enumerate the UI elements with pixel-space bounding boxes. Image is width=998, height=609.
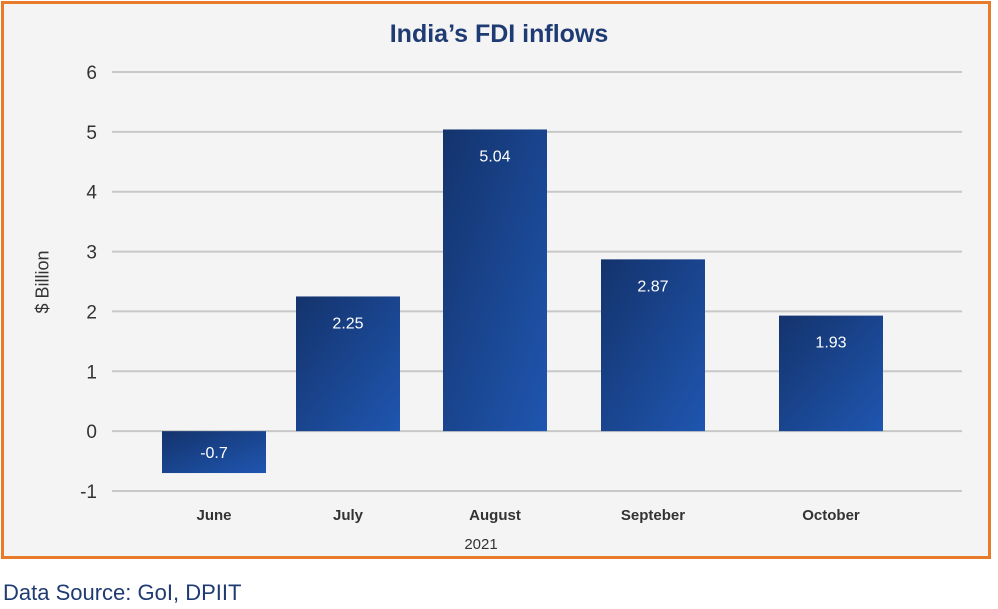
- x-tick-label: October: [802, 507, 860, 524]
- bar-july: [296, 296, 400, 432]
- x-tick-label: July: [333, 507, 364, 524]
- x-axis-ticks: June July August Septeber October: [196, 507, 859, 524]
- x-tick-label: Septeber: [621, 507, 685, 524]
- data-source: Data Source: GoI, DPIIT: [3, 580, 242, 605]
- data-label: 2.25: [332, 315, 363, 332]
- data-label: 1.93: [815, 335, 846, 352]
- x-axis-title: 2021: [464, 536, 497, 553]
- data-labels: -0.7 2.25 5.04 2.87 1.93: [200, 148, 846, 462]
- y-tick-label: 6: [86, 63, 97, 84]
- bar-septeber: [601, 259, 705, 432]
- bar-august: [443, 129, 547, 432]
- data-label: 5.04: [479, 148, 510, 165]
- x-tick-label: August: [469, 507, 521, 524]
- data-label: 2.87: [637, 278, 668, 295]
- bar-june: [162, 431, 266, 474]
- data-label: -0.7: [200, 445, 228, 462]
- y-axis-label: $ Billion: [32, 250, 53, 314]
- y-axis-ticks: -1 0 1 2 3 4 5 6: [80, 63, 97, 503]
- y-tick-label: 2: [86, 302, 97, 323]
- y-tick-label: 4: [86, 183, 97, 204]
- y-tick-label: -1: [80, 482, 97, 503]
- bar-october: [779, 315, 883, 432]
- y-tick-label: 5: [86, 123, 97, 144]
- chart-title: India’s FDI inflows: [389, 20, 609, 48]
- y-tick-label: 3: [86, 243, 97, 264]
- bars: [162, 129, 883, 474]
- x-tick-label: June: [196, 507, 231, 524]
- y-tick-label: 1: [86, 362, 97, 383]
- y-tick-label: 0: [86, 422, 97, 443]
